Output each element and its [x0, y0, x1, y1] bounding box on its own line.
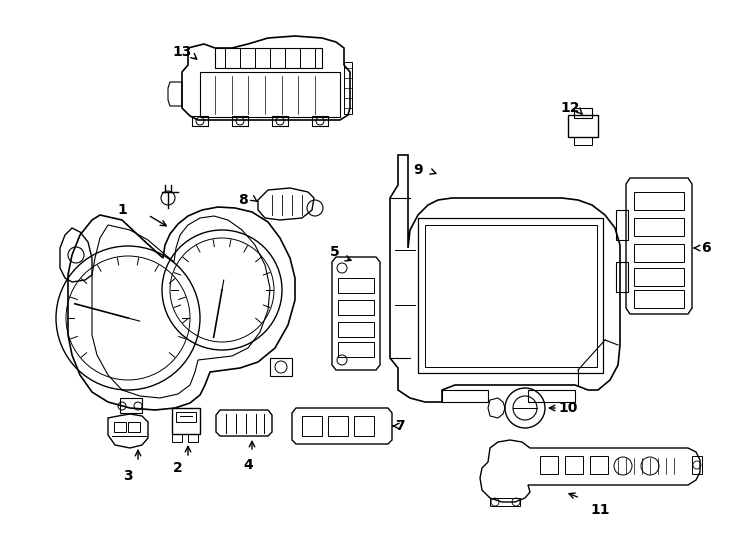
Text: 4: 4 — [243, 458, 253, 472]
Bar — [302, 416, 322, 436]
Bar — [338, 300, 374, 315]
Bar — [172, 434, 182, 442]
Bar — [232, 116, 248, 126]
Bar — [616, 262, 628, 292]
Bar — [590, 456, 608, 474]
Bar — [338, 278, 374, 293]
Text: 9: 9 — [413, 163, 423, 177]
Bar — [634, 192, 684, 210]
Bar — [328, 416, 348, 436]
Bar — [344, 62, 352, 114]
Bar — [172, 408, 200, 434]
Bar — [272, 116, 288, 126]
Text: 7: 7 — [395, 419, 405, 433]
Bar — [270, 358, 292, 376]
Bar — [200, 72, 340, 117]
Text: 12: 12 — [560, 101, 580, 115]
Bar — [120, 398, 142, 413]
Bar — [574, 137, 592, 145]
Bar — [312, 116, 328, 126]
Bar — [692, 456, 702, 474]
Bar — [354, 416, 374, 436]
Bar — [188, 434, 198, 442]
Bar — [634, 218, 684, 236]
Bar — [425, 225, 597, 367]
Bar — [192, 116, 208, 126]
Bar — [634, 290, 684, 308]
Bar — [338, 322, 374, 337]
Text: 5: 5 — [330, 245, 340, 259]
Text: 6: 6 — [701, 241, 711, 255]
Bar — [114, 422, 126, 432]
Bar — [634, 244, 684, 262]
Text: 11: 11 — [590, 503, 610, 517]
Bar — [338, 342, 374, 357]
Bar — [540, 456, 558, 474]
Text: 13: 13 — [172, 45, 192, 59]
Bar — [616, 210, 628, 240]
Bar — [565, 456, 583, 474]
Bar — [574, 108, 592, 118]
Text: 3: 3 — [123, 469, 133, 483]
Bar — [634, 268, 684, 286]
Text: 10: 10 — [559, 401, 578, 415]
Text: 2: 2 — [173, 461, 183, 475]
Text: 8: 8 — [238, 193, 248, 207]
Bar — [490, 498, 520, 506]
Bar — [128, 422, 140, 432]
Text: 1: 1 — [117, 203, 127, 217]
Bar — [176, 412, 196, 422]
Bar — [418, 218, 603, 373]
Bar — [568, 115, 598, 137]
